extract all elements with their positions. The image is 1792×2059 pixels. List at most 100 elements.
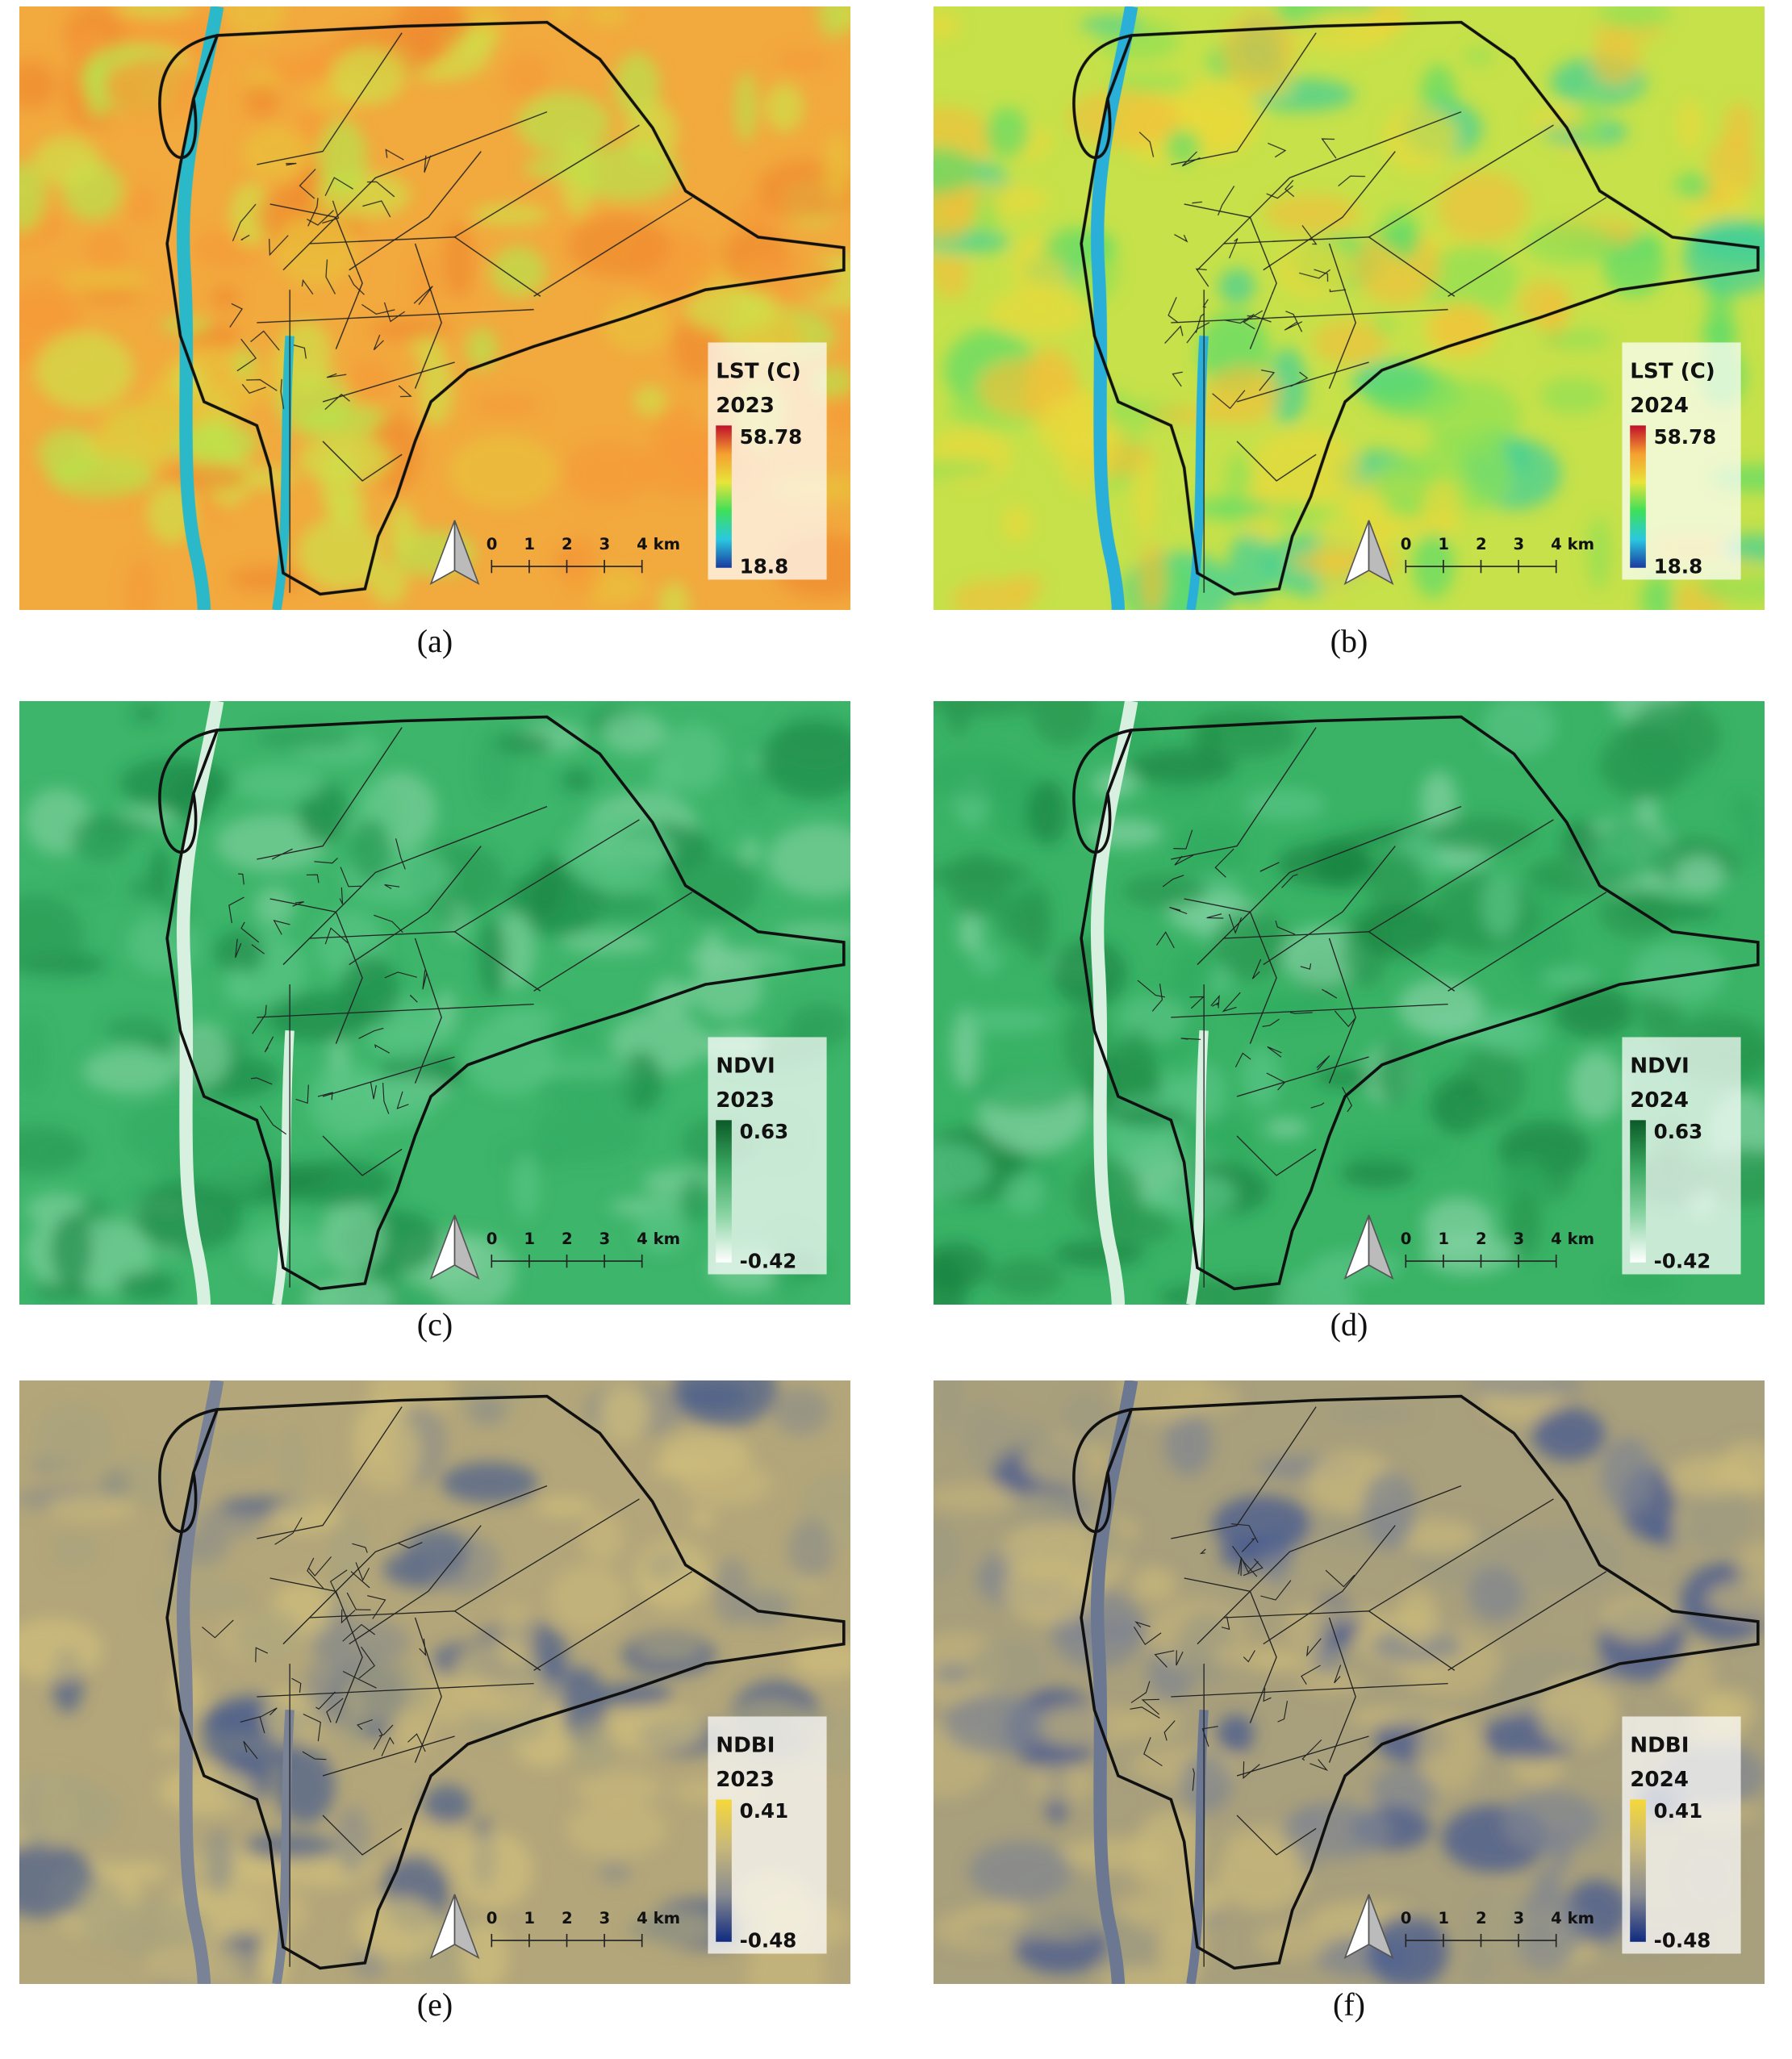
district-line (307, 210, 334, 226)
district-line (236, 338, 257, 372)
texture-blob (1189, 709, 1298, 759)
texture-blob (512, 1152, 540, 1219)
texture-blob (1468, 1566, 1523, 1623)
district-line (382, 1082, 390, 1114)
texture-blob (1503, 1790, 1599, 1852)
texture-blob (771, 1387, 830, 1435)
district-line (1329, 289, 1347, 293)
texture-blob (985, 107, 1030, 158)
texture-blob (1418, 244, 1518, 317)
district-line (322, 1735, 455, 1777)
texture-blob (1285, 1606, 1328, 1652)
texture-blob (215, 1432, 271, 1464)
texture-blob (1510, 1890, 1581, 1970)
texture-blob (1354, 229, 1441, 305)
district-line (1229, 238, 1239, 259)
texture-blob (504, 54, 549, 102)
texture-blob (351, 1414, 421, 1491)
district-line (291, 1677, 302, 1693)
texture-blob (152, 1581, 256, 1612)
district-line (1156, 931, 1175, 949)
texture-blob (1481, 872, 1519, 938)
district-line (1232, 1545, 1258, 1577)
texture-blob (1602, 232, 1666, 297)
district-line (356, 1719, 373, 1731)
district-line (325, 259, 336, 294)
scale-label: 2 (1476, 535, 1487, 553)
texture-blob (1706, 1580, 1765, 1618)
map-panel: LST (C) 2023 58.78 18.8 0 1 2 3 4 km (19, 6, 850, 610)
district-line (533, 1571, 693, 1671)
district-line (1299, 269, 1330, 279)
texture-blob (679, 1176, 712, 1224)
texture-blob (567, 214, 670, 278)
texture-blob (1669, 1456, 1752, 1497)
district-line (1251, 958, 1262, 979)
district-line (1201, 1726, 1218, 1747)
texture-blob (1147, 787, 1213, 804)
texture-blob (178, 421, 259, 464)
district-line (1268, 142, 1287, 158)
texture-blob (1474, 1013, 1548, 1055)
district-line (307, 1556, 332, 1577)
texture-blob (672, 1380, 778, 1427)
district-line (1192, 1768, 1195, 1791)
district-line (1306, 1638, 1322, 1657)
map-texture (19, 1380, 850, 1984)
scale-label: 4 km (637, 1230, 680, 1248)
texture-blob (423, 1785, 472, 1826)
texture-blob (1420, 771, 1458, 833)
district-line (1263, 1525, 1396, 1645)
texture-blob (934, 1483, 1018, 1513)
texture-blob (441, 1461, 538, 1504)
texture-blob (115, 1861, 169, 1883)
texture-blob (1483, 701, 1556, 757)
panel-caption: (e) (416, 1986, 453, 2023)
river (1090, 701, 1138, 1305)
district-line (302, 1751, 327, 1760)
texture-blob (1340, 1158, 1416, 1188)
texture-blob (1313, 320, 1388, 365)
texture-blob (566, 1800, 668, 1859)
texture-blob (961, 1400, 1009, 1472)
texture-blob (369, 318, 453, 341)
texture-blob (442, 223, 474, 299)
texture-blob (235, 1884, 309, 1940)
north-arrow (453, 520, 480, 586)
district-line (385, 148, 404, 161)
panel-caption: (d) (1330, 1306, 1368, 1343)
texture-blob (88, 816, 149, 837)
texture-blob (224, 967, 251, 1005)
texture-blob (1422, 1232, 1514, 1275)
district-line (1300, 963, 1312, 970)
legend-min: -0.42 (740, 1249, 797, 1272)
river (1186, 1709, 1209, 1984)
district-line (1189, 996, 1205, 1009)
district-line (269, 203, 363, 349)
texture-blob (80, 286, 140, 303)
district-line (260, 1105, 287, 1135)
texture-blob (760, 720, 850, 800)
district-line (238, 873, 244, 885)
texture-blob (1132, 1566, 1177, 1602)
texture-blob (119, 757, 232, 809)
texture-blob (467, 1396, 508, 1426)
legend-title: LST (C) (716, 360, 800, 384)
texture-blob (1218, 1714, 1255, 1753)
texture-blob (1641, 574, 1674, 610)
texture-blob (549, 1564, 629, 1632)
city-boundary (1072, 715, 1760, 1291)
district-line (1134, 1621, 1151, 1628)
district-line (1247, 315, 1272, 323)
texture-blob (636, 1202, 687, 1254)
texture-blob (636, 1639, 703, 1660)
texture-blob (968, 1067, 1080, 1112)
legend-max: 58.78 (1654, 425, 1717, 449)
texture-blob (406, 1528, 468, 1572)
scale-label: 3 (1514, 535, 1525, 553)
map-panel: NDBI 2023 0.41 -0.48 0 1 2 3 4 km (19, 1380, 850, 1984)
legend-title: LST (C) (1630, 360, 1715, 384)
texture-blob (633, 385, 667, 416)
texture-blob (574, 1770, 663, 1806)
district-line (1137, 979, 1166, 998)
